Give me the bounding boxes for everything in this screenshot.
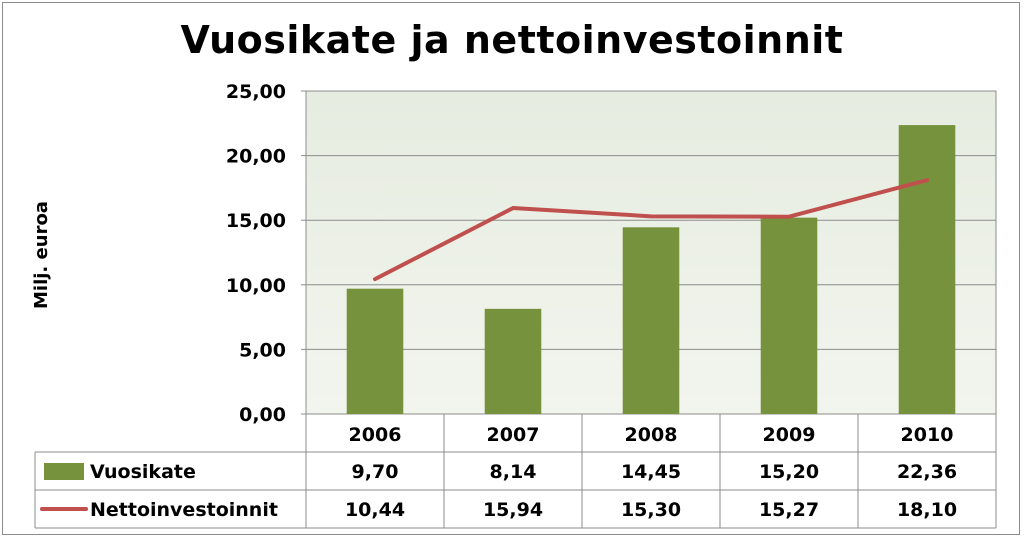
- y-tick-label: 15,00: [226, 210, 286, 232]
- legend-label-nettoinvestoinnit: Nettoinvestoinnit: [90, 499, 278, 521]
- bar-vuosikate-2006: [346, 288, 404, 414]
- point-nettoinvestoinnit-2008: [650, 215, 652, 217]
- bar-vuosikate-2008: [622, 227, 680, 414]
- data-label-vuosikate-2006: 9,70: [352, 461, 399, 483]
- data-label-nettoinvestoinnit-2010: 18,10: [897, 499, 957, 521]
- x-tick-label: 2010: [901, 424, 954, 446]
- point-nettoinvestoinnit-2006: [374, 278, 376, 280]
- x-tick-label: 2006: [349, 424, 402, 446]
- y-tick-label: 25,00: [226, 81, 286, 103]
- y-tick-label: 5,00: [239, 339, 286, 361]
- bar-vuosikate-2009: [760, 217, 818, 414]
- chart-title: Vuosikate ja nettoinvestoinnit: [180, 18, 844, 62]
- point-nettoinvestoinnit-2010: [926, 179, 928, 181]
- data-label-vuosikate-2008: 14,45: [621, 461, 681, 483]
- y-tick-label: 20,00: [226, 146, 286, 168]
- y-tick-label: 0,00: [239, 404, 286, 426]
- x-tick-label: 2007: [487, 424, 540, 446]
- point-nettoinvestoinnit-2009: [788, 216, 790, 218]
- bar-vuosikate-2007: [484, 308, 542, 414]
- data-label-nettoinvestoinnit-2008: 15,30: [621, 499, 681, 521]
- data-label-nettoinvestoinnit-2009: 15,27: [759, 499, 819, 521]
- y-tick-label: 10,00: [226, 275, 286, 297]
- point-nettoinvestoinnit-2007: [512, 207, 514, 209]
- data-label-nettoinvestoinnit-2007: 15,94: [483, 499, 543, 521]
- x-tick-label: 2009: [763, 424, 816, 446]
- data-label-vuosikate-2009: 15,20: [759, 461, 819, 483]
- data-label-nettoinvestoinnit-2006: 10,44: [345, 499, 405, 521]
- x-tick-label: 2008: [625, 424, 678, 446]
- bar-vuosikate-2010: [898, 125, 956, 415]
- data-label-vuosikate-2007: 8,14: [490, 461, 537, 483]
- legend-label-vuosikate: Vuosikate: [90, 461, 196, 483]
- data-label-vuosikate-2010: 22,36: [897, 461, 957, 483]
- legend-swatch-vuosikate: [44, 463, 84, 480]
